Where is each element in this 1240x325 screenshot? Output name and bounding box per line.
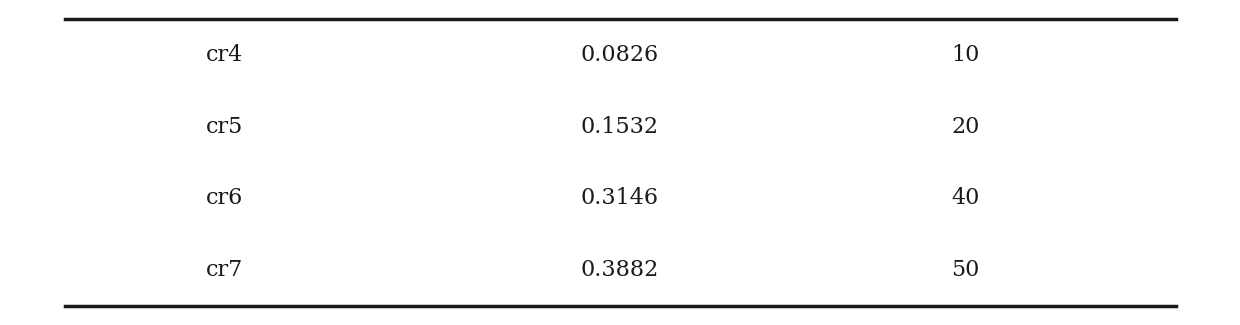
Text: 10: 10 xyxy=(951,44,980,66)
Text: 0.3882: 0.3882 xyxy=(580,259,660,281)
Text: 50: 50 xyxy=(951,259,980,281)
Text: cr6: cr6 xyxy=(206,188,243,209)
Text: 0.3146: 0.3146 xyxy=(582,188,658,209)
Text: cr7: cr7 xyxy=(206,259,243,281)
Text: 0.1532: 0.1532 xyxy=(582,116,658,137)
Text: 20: 20 xyxy=(951,116,980,137)
Text: cr5: cr5 xyxy=(206,116,243,137)
Text: 40: 40 xyxy=(951,188,980,209)
Text: cr4: cr4 xyxy=(206,44,243,66)
Text: 0.0826: 0.0826 xyxy=(580,44,660,66)
